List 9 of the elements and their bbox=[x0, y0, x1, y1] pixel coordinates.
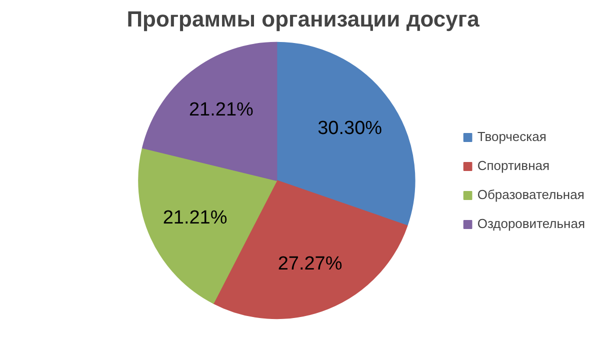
legend-label: Творческая bbox=[477, 129, 546, 144]
data-label: 30.30% bbox=[318, 118, 382, 139]
data-label: 21.21% bbox=[188, 99, 254, 120]
legend-label: Спортивная bbox=[477, 158, 550, 173]
data-label: 27.27% bbox=[278, 253, 342, 274]
legend-label: Образовательная bbox=[477, 187, 584, 202]
chart-title: Программы организации досуга bbox=[126, 6, 480, 32]
data-label: 21.21% bbox=[162, 207, 228, 228]
legend-label: Оздоровительная bbox=[477, 216, 585, 231]
